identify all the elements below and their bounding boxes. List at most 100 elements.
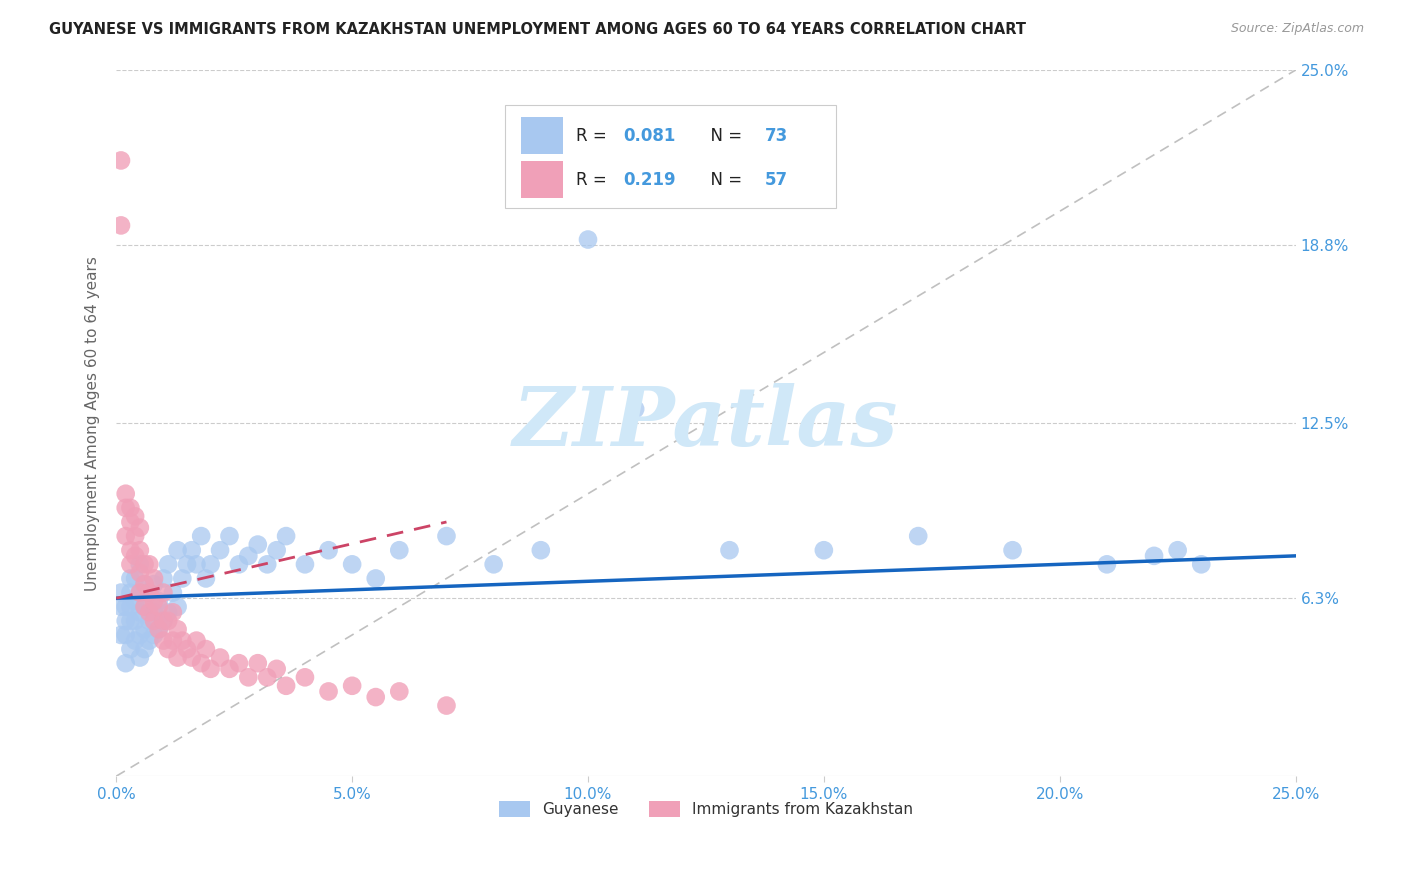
- Point: [340, 558, 363, 572]
- Point: [148, 599, 170, 614]
- Point: [176, 642, 198, 657]
- Point: [134, 599, 156, 614]
- Text: N =: N =: [700, 127, 748, 145]
- Point: [114, 487, 136, 501]
- Text: N =: N =: [700, 170, 748, 188]
- Point: [294, 558, 316, 572]
- Point: [124, 549, 146, 563]
- Point: [114, 599, 136, 614]
- Text: ZIPatlas: ZIPatlas: [513, 384, 898, 463]
- Point: [157, 614, 180, 628]
- Point: [318, 543, 340, 558]
- Point: [124, 509, 146, 524]
- Point: [388, 684, 411, 698]
- Point: [114, 628, 136, 642]
- Point: [128, 543, 150, 558]
- Legend: Guyanese, Immigrants from Kazakhstan: Guyanese, Immigrants from Kazakhstan: [492, 794, 921, 825]
- Point: [266, 662, 288, 676]
- Point: [114, 500, 136, 515]
- Point: [256, 558, 278, 572]
- Point: [266, 543, 288, 558]
- Point: [218, 662, 240, 676]
- Point: [120, 571, 142, 585]
- Point: [134, 558, 156, 572]
- Point: [152, 614, 174, 628]
- Point: [128, 585, 150, 599]
- Point: [120, 558, 142, 572]
- Point: [157, 558, 180, 572]
- Point: [166, 543, 188, 558]
- Point: [228, 656, 250, 670]
- Point: [143, 571, 166, 585]
- Point: [166, 622, 188, 636]
- Point: [624, 402, 647, 417]
- Text: Source: ZipAtlas.com: Source: ZipAtlas.com: [1230, 22, 1364, 36]
- Point: [120, 599, 142, 614]
- Point: [1143, 549, 1166, 563]
- FancyBboxPatch shape: [520, 118, 564, 154]
- Point: [120, 585, 142, 599]
- Point: [120, 614, 142, 628]
- Text: 73: 73: [765, 127, 789, 145]
- Point: [138, 585, 160, 599]
- Point: [190, 656, 212, 670]
- Point: [200, 662, 222, 676]
- Point: [124, 633, 146, 648]
- Point: [162, 605, 184, 619]
- Point: [194, 571, 217, 585]
- Point: [436, 529, 458, 543]
- Point: [143, 594, 166, 608]
- Point: [180, 650, 202, 665]
- Point: [152, 633, 174, 648]
- Point: [120, 543, 142, 558]
- Point: [482, 558, 505, 572]
- Point: [813, 543, 835, 558]
- Point: [143, 577, 166, 591]
- Point: [246, 538, 269, 552]
- Point: [209, 650, 232, 665]
- Point: [172, 571, 194, 585]
- Text: 57: 57: [765, 170, 787, 188]
- Point: [576, 233, 599, 247]
- Point: [186, 633, 208, 648]
- Point: [152, 571, 174, 585]
- Point: [209, 543, 232, 558]
- Point: [718, 543, 741, 558]
- Point: [246, 656, 269, 670]
- Text: 0.081: 0.081: [623, 127, 676, 145]
- Point: [148, 594, 170, 608]
- Point: [114, 529, 136, 543]
- Point: [152, 614, 174, 628]
- Point: [128, 585, 150, 599]
- Point: [238, 549, 260, 563]
- Point: [907, 529, 929, 543]
- Point: [364, 571, 387, 585]
- Point: [138, 558, 160, 572]
- Point: [148, 622, 170, 636]
- Point: [110, 219, 132, 233]
- Point: [238, 670, 260, 684]
- Point: [186, 558, 208, 572]
- Point: [110, 585, 132, 599]
- Point: [1001, 543, 1024, 558]
- Point: [172, 633, 194, 648]
- Point: [162, 633, 184, 648]
- Point: [157, 642, 180, 657]
- Point: [436, 698, 458, 713]
- Point: [114, 614, 136, 628]
- Point: [114, 656, 136, 670]
- Text: 0.219: 0.219: [623, 170, 676, 188]
- Point: [138, 605, 160, 619]
- Point: [176, 558, 198, 572]
- Y-axis label: Unemployment Among Ages 60 to 64 years: Unemployment Among Ages 60 to 64 years: [86, 256, 100, 591]
- Point: [274, 679, 297, 693]
- Point: [294, 670, 316, 684]
- Point: [388, 543, 411, 558]
- Point: [152, 585, 174, 599]
- Point: [124, 529, 146, 543]
- Point: [124, 594, 146, 608]
- Point: [200, 558, 222, 572]
- Point: [110, 153, 132, 168]
- Point: [194, 642, 217, 657]
- Point: [162, 585, 184, 599]
